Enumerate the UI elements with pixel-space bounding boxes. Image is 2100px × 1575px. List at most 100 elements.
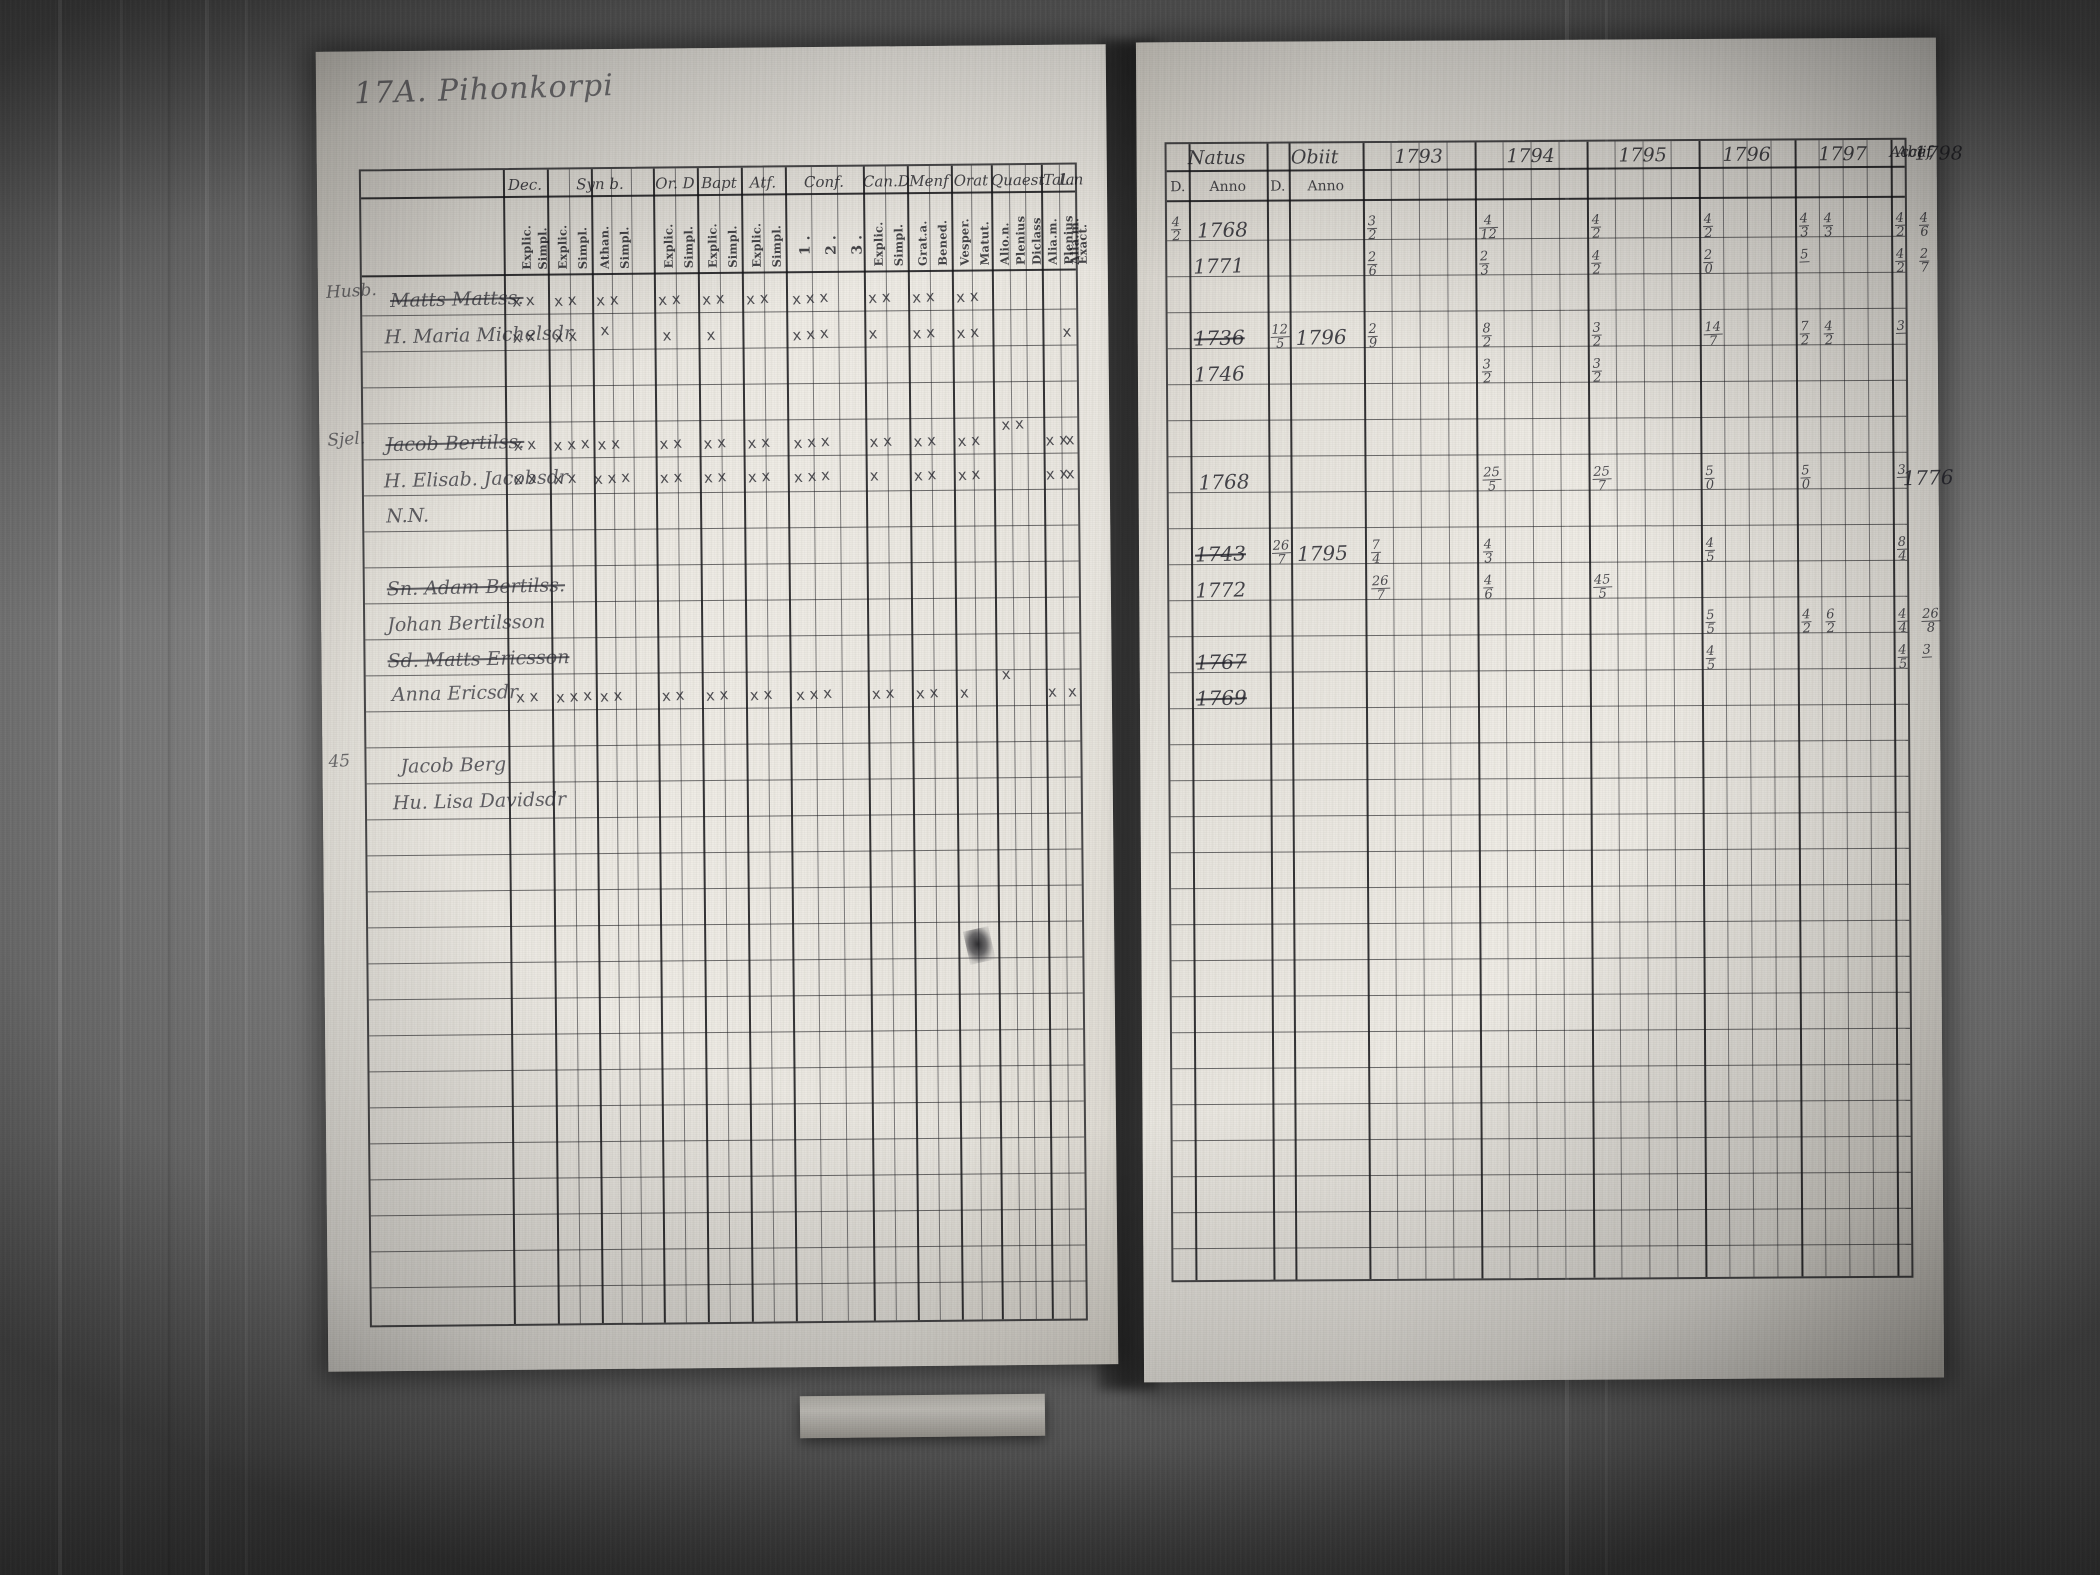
person-name: Anna Ericsdr bbox=[391, 681, 519, 706]
attendance-mark: x bbox=[599, 320, 610, 340]
attendance-mark: x x bbox=[955, 322, 980, 343]
subheader-bapt-explic: Explic. bbox=[705, 223, 720, 269]
attendance-mark: x bbox=[1000, 664, 1012, 684]
column-header-conf: Conf. bbox=[803, 172, 845, 192]
column-header-1795: 1795 bbox=[1618, 144, 1667, 167]
column-rule bbox=[1890, 139, 1900, 1276]
column-header-abiit: Abiit bbox=[1896, 142, 1933, 161]
column-rule bbox=[1586, 141, 1596, 1278]
person-name: H. Maria Michelsdr bbox=[384, 322, 574, 349]
subheader-synb-simpl2: Simpl. bbox=[617, 226, 632, 269]
attendance-mark: x x bbox=[915, 683, 940, 703]
natus-year: 1767 bbox=[1195, 649, 1247, 675]
column-header-obiit: Obiit bbox=[1290, 146, 1339, 169]
attendance-mark: x bbox=[705, 325, 717, 345]
subheader-dec-simpl: Simpl. bbox=[535, 227, 550, 270]
column-rule bbox=[1502, 142, 1511, 1279]
subheader-conf-3: 3. bbox=[849, 229, 866, 255]
attendance-mark: x x bbox=[553, 326, 578, 347]
natus-year: 1768 bbox=[1198, 469, 1250, 495]
right-page: Natus Obiit 1793 1794 1795 1796 1797 179… bbox=[1135, 37, 1963, 1383]
abiit-year: 1776 bbox=[1902, 464, 1954, 491]
column-rule bbox=[1746, 140, 1755, 1277]
communion-tick: 25 5 bbox=[1482, 464, 1502, 495]
attendance-mark: x bbox=[1047, 682, 1058, 702]
attendance-mark: x x bbox=[745, 288, 770, 309]
attendance-mark: x x bbox=[553, 290, 578, 311]
column-rule bbox=[1288, 143, 1298, 1280]
left-page: 17A. Pihonkorpi bbox=[315, 44, 1119, 1372]
column-header-bapt: Bapt bbox=[701, 173, 737, 193]
attendance-mark: x x bbox=[871, 683, 896, 704]
attendance-mark: x bbox=[1065, 464, 1076, 483]
attendance-mark: x x bbox=[867, 287, 892, 308]
attendance-mark: x x x bbox=[552, 433, 591, 455]
subheader-cand-simpl: Simpl. bbox=[891, 223, 906, 267]
subheader-cand-explic: Explic. bbox=[871, 221, 886, 267]
column-header-ord: Or. D bbox=[655, 174, 695, 193]
attendance-mark: x bbox=[1061, 322, 1072, 341]
attendance-mark: x x bbox=[657, 289, 682, 310]
left-page-table: Dec. Syn b. Or. D Bapt Atf. Conf. Can.D … bbox=[358, 162, 1090, 1328]
column-header-orat: Orat bbox=[953, 171, 989, 190]
attendance-mark: x x bbox=[912, 431, 937, 451]
natus-year: 1746 bbox=[1193, 361, 1246, 387]
subheader-atf-simpl: Simpl. bbox=[769, 224, 784, 268]
attendance-mark: x x bbox=[511, 290, 536, 311]
obiit-day: 26 7 bbox=[1271, 538, 1291, 568]
subheader-quaest-alion: Alio.n. bbox=[997, 222, 1012, 266]
communion-tick: 25 7 bbox=[1592, 464, 1612, 494]
column-rule bbox=[1530, 142, 1539, 1279]
attendance-mark: x x bbox=[705, 685, 730, 705]
column-rule bbox=[1818, 140, 1827, 1277]
attendance-mark: x x bbox=[911, 323, 936, 343]
column-rule bbox=[1188, 144, 1198, 1281]
column-rule bbox=[1362, 143, 1372, 1280]
communion-tick: 4 12 bbox=[1478, 213, 1498, 243]
natus-year: 1768 bbox=[1196, 217, 1249, 243]
attendance-mark: x x bbox=[913, 465, 937, 485]
attendance-mark: x x bbox=[701, 289, 726, 309]
natus-year: 1743 bbox=[1194, 541, 1247, 567]
person-name: Jacob Bertilss. bbox=[385, 430, 525, 457]
attendance-mark: x x bbox=[553, 468, 577, 489]
subheader-natus-anno: Anno bbox=[1209, 178, 1247, 196]
attendance-mark: x x bbox=[956, 430, 981, 451]
column-rule bbox=[1642, 141, 1651, 1278]
attendance-mark: x bbox=[1064, 430, 1076, 449]
natus-year: 1769 bbox=[1195, 685, 1248, 711]
attendance-mark: x x bbox=[511, 326, 536, 347]
column-header-natus: Natus bbox=[1187, 146, 1246, 170]
column-rule bbox=[1698, 141, 1708, 1277]
margin-note: Sjel. bbox=[326, 428, 366, 451]
person-name: Jacob Berg bbox=[400, 753, 507, 778]
margin-note: Husb. bbox=[325, 279, 378, 304]
subheader-menf-grata: Grat.a. bbox=[915, 220, 930, 267]
attendance-mark: x x bbox=[512, 434, 537, 455]
attendance-mark: x x bbox=[747, 466, 771, 487]
page-heading: 17A. Pihonkorpi bbox=[353, 68, 615, 112]
attendance-mark: x x bbox=[746, 432, 771, 453]
attendance-mark: x x bbox=[599, 686, 624, 706]
column-header-1797: 1797 bbox=[1818, 142, 1867, 166]
